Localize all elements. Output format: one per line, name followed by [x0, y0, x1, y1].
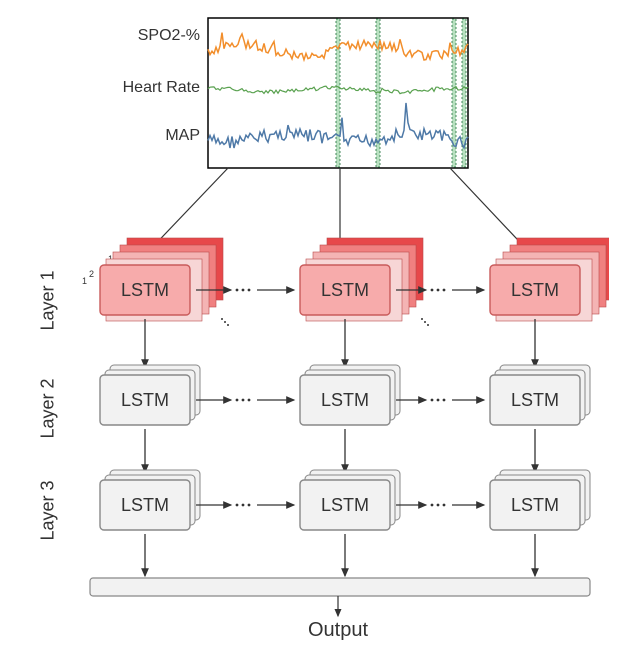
layer-label: Layer 3: [38, 480, 59, 540]
signal-label: SPO2-%: [138, 27, 200, 44]
signal-label: MAP: [165, 127, 200, 144]
lstm-cell: LSTM: [511, 495, 559, 515]
output-label: Output: [308, 619, 368, 641]
lstm-cell: LSTM: [511, 390, 559, 410]
signal-label: Heart Rate: [123, 79, 200, 96]
lstm-cell: LSTM: [511, 280, 559, 300]
lstm-cell: LSTM: [321, 495, 369, 515]
lstm-cell: LSTM: [121, 495, 169, 515]
lstm-cell: LSTM: [121, 280, 169, 300]
depth-label: 2: [89, 269, 94, 279]
lstm-cell: LSTM: [321, 280, 369, 300]
layer-label: Layer 1: [38, 270, 59, 330]
output-bar: [90, 578, 590, 596]
layer-2: LSTM LSTM LSTM: [100, 365, 590, 425]
depth-label: 1: [82, 276, 87, 286]
lstm-cell: LSTM: [321, 390, 369, 410]
diagram-svg: SPO2-% Heart Rate MAP Xstart Xt Xend 100…: [10, 10, 609, 646]
layer-1: LSTM LSTM LSTM: [100, 238, 609, 326]
lstm-cell: LSTM: [121, 390, 169, 410]
layer-label: Layer 2: [38, 378, 59, 438]
layer-3: LSTM LSTM LSTM: [100, 470, 590, 530]
signals-box: SPO2-% Heart Rate MAP: [123, 18, 468, 168]
